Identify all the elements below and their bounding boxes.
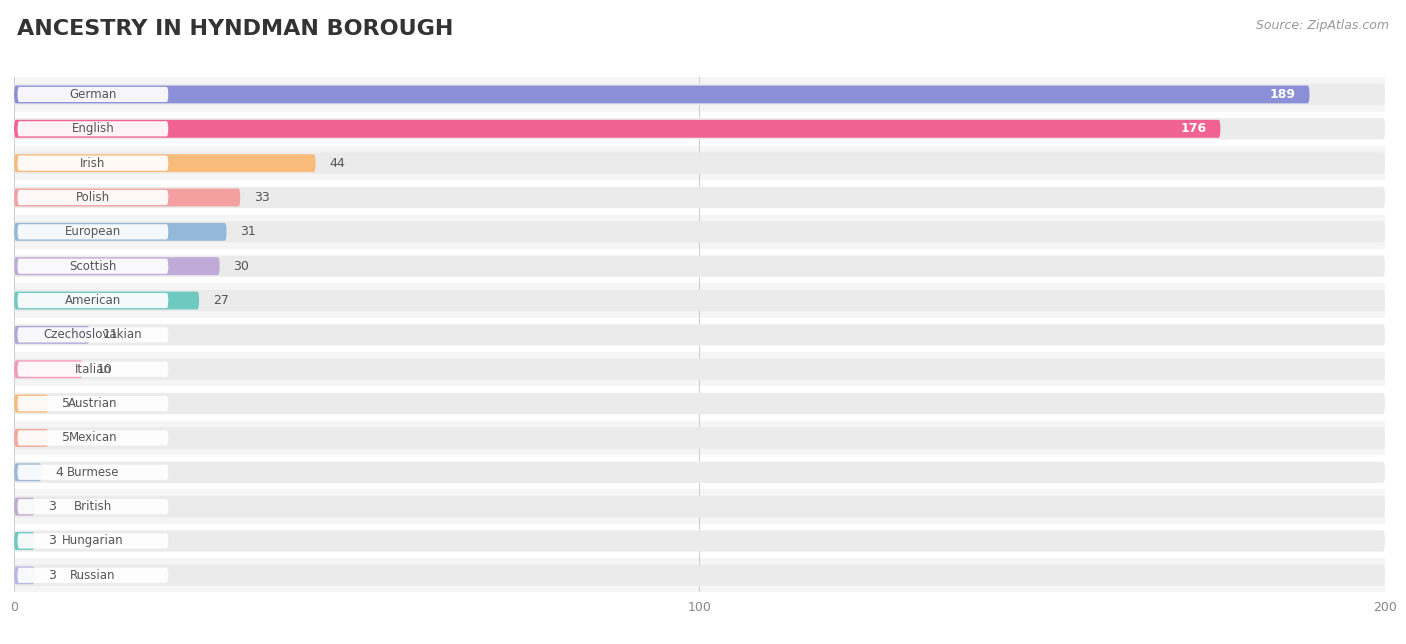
Bar (14, 111, 1385, 146)
FancyBboxPatch shape (14, 429, 48, 447)
FancyBboxPatch shape (17, 499, 169, 514)
FancyBboxPatch shape (17, 156, 169, 171)
FancyBboxPatch shape (14, 532, 35, 550)
Text: Italian: Italian (75, 363, 111, 375)
Text: Polish: Polish (76, 191, 110, 204)
Text: 5: 5 (62, 431, 70, 444)
FancyBboxPatch shape (14, 326, 90, 344)
FancyBboxPatch shape (14, 187, 1385, 208)
Text: Hungarian: Hungarian (62, 535, 124, 547)
Text: German: German (69, 88, 117, 101)
Text: 10: 10 (96, 363, 112, 375)
Text: English: English (72, 122, 114, 135)
FancyBboxPatch shape (17, 259, 169, 274)
FancyBboxPatch shape (14, 154, 315, 172)
FancyBboxPatch shape (14, 86, 1309, 104)
FancyBboxPatch shape (14, 462, 1385, 483)
Text: 5: 5 (62, 397, 70, 410)
Text: 44: 44 (329, 156, 344, 169)
Text: Burmese: Burmese (66, 466, 120, 478)
Text: 33: 33 (254, 191, 270, 204)
FancyBboxPatch shape (14, 118, 1385, 140)
FancyBboxPatch shape (14, 120, 1220, 138)
FancyBboxPatch shape (17, 465, 169, 480)
Text: Irish: Irish (80, 156, 105, 169)
FancyBboxPatch shape (14, 498, 35, 516)
FancyBboxPatch shape (14, 360, 83, 378)
Text: European: European (65, 225, 121, 238)
Bar (14, 455, 1385, 489)
Text: Czechoslovakian: Czechoslovakian (44, 328, 142, 341)
Text: 189: 189 (1270, 88, 1296, 101)
Text: Russian: Russian (70, 569, 115, 582)
FancyBboxPatch shape (17, 87, 169, 102)
Bar (14, 421, 1385, 455)
Bar (14, 146, 1385, 180)
Text: 3: 3 (48, 500, 56, 513)
FancyBboxPatch shape (14, 565, 1385, 586)
FancyBboxPatch shape (14, 221, 1385, 243)
FancyBboxPatch shape (17, 190, 169, 205)
Bar (14, 524, 1385, 558)
FancyBboxPatch shape (17, 396, 169, 411)
Text: Scottish: Scottish (69, 260, 117, 272)
FancyBboxPatch shape (14, 223, 226, 241)
Bar (14, 558, 1385, 592)
Text: 31: 31 (240, 225, 256, 238)
FancyBboxPatch shape (14, 290, 1385, 311)
Bar (14, 386, 1385, 421)
FancyBboxPatch shape (17, 121, 169, 137)
FancyBboxPatch shape (14, 84, 1385, 105)
Bar (14, 352, 1385, 386)
FancyBboxPatch shape (14, 393, 1385, 414)
Bar (14, 249, 1385, 283)
FancyBboxPatch shape (17, 293, 169, 308)
Text: American: American (65, 294, 121, 307)
Text: 3: 3 (48, 569, 56, 582)
FancyBboxPatch shape (14, 324, 1385, 346)
FancyBboxPatch shape (14, 153, 1385, 174)
Bar (14, 489, 1385, 524)
Bar (14, 77, 1385, 111)
FancyBboxPatch shape (17, 430, 169, 446)
Text: Mexican: Mexican (69, 431, 117, 444)
Text: Source: ZipAtlas.com: Source: ZipAtlas.com (1256, 19, 1389, 32)
FancyBboxPatch shape (14, 496, 1385, 517)
Text: ANCESTRY IN HYNDMAN BOROUGH: ANCESTRY IN HYNDMAN BOROUGH (17, 19, 453, 39)
Text: 11: 11 (103, 328, 120, 341)
FancyBboxPatch shape (14, 189, 240, 207)
Text: 176: 176 (1181, 122, 1206, 135)
Text: 4: 4 (55, 466, 63, 478)
FancyBboxPatch shape (17, 533, 169, 549)
Text: 30: 30 (233, 260, 249, 272)
FancyBboxPatch shape (14, 292, 200, 310)
Bar (14, 317, 1385, 352)
FancyBboxPatch shape (17, 568, 169, 583)
FancyBboxPatch shape (14, 257, 219, 275)
FancyBboxPatch shape (17, 362, 169, 377)
Bar (14, 214, 1385, 249)
Text: 27: 27 (212, 294, 229, 307)
Text: 3: 3 (48, 535, 56, 547)
FancyBboxPatch shape (17, 224, 169, 240)
Bar (14, 283, 1385, 317)
FancyBboxPatch shape (14, 359, 1385, 380)
FancyBboxPatch shape (14, 566, 35, 584)
Text: British: British (73, 500, 112, 513)
FancyBboxPatch shape (14, 427, 1385, 449)
Bar (14, 180, 1385, 214)
FancyBboxPatch shape (14, 530, 1385, 552)
FancyBboxPatch shape (14, 395, 48, 413)
FancyBboxPatch shape (17, 327, 169, 343)
Text: Austrian: Austrian (67, 397, 118, 410)
FancyBboxPatch shape (14, 463, 42, 481)
FancyBboxPatch shape (14, 256, 1385, 277)
